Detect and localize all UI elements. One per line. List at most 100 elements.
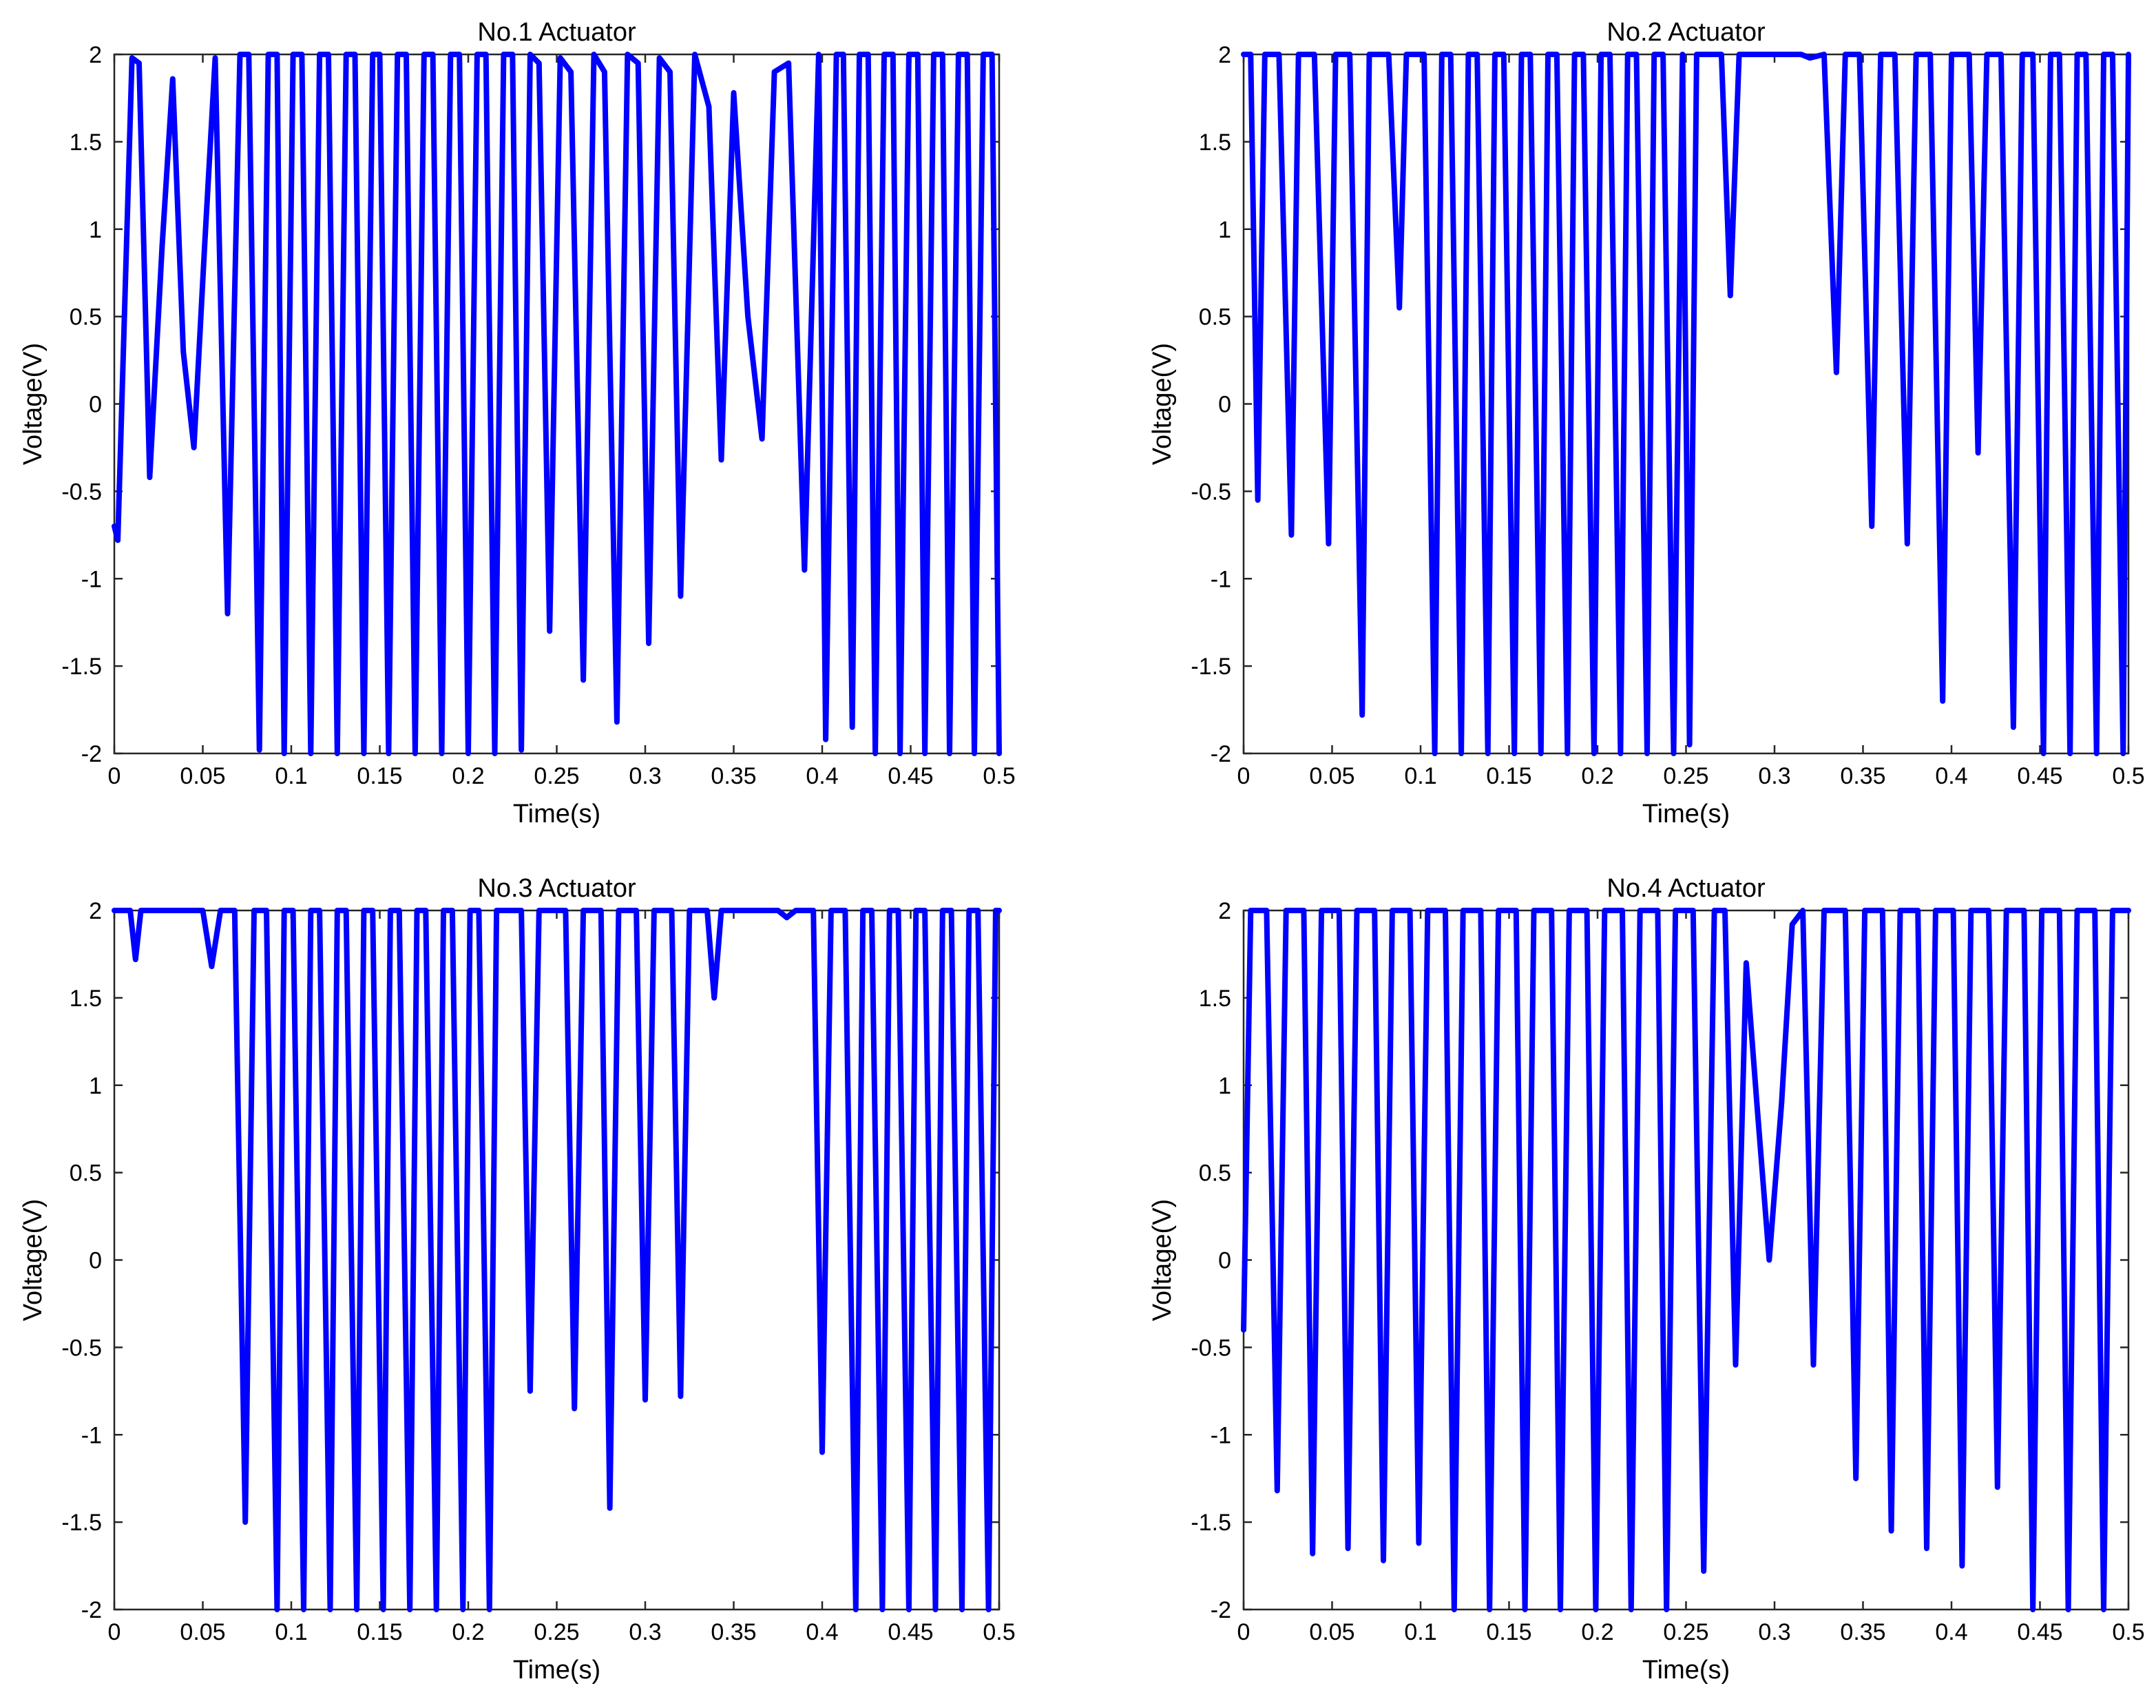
x-tick-label: 0.1 bbox=[275, 763, 307, 789]
x-tick-label: 0.1 bbox=[1404, 763, 1436, 789]
y-tick-label: 0 bbox=[1218, 392, 1231, 418]
x-tick-label: 0 bbox=[108, 763, 121, 789]
x-tick-label: 0.3 bbox=[629, 763, 661, 789]
x-tick-label: 0.3 bbox=[629, 1619, 661, 1645]
x-tick-label: 0.15 bbox=[357, 1619, 402, 1645]
voltage-series-line bbox=[112, 52, 1002, 756]
x-tick-label: 0.45 bbox=[2017, 763, 2062, 789]
x-axis-label: Time(s) bbox=[1642, 800, 1730, 829]
x-tick-label: 0.25 bbox=[1663, 763, 1708, 789]
x-tick-label: 0.05 bbox=[1309, 763, 1354, 789]
x-tick-label: 0.2 bbox=[1581, 763, 1613, 789]
x-tick-label: 0 bbox=[1237, 1619, 1250, 1645]
y-axis-label: Voltage(V) bbox=[1148, 1199, 1177, 1321]
x-tick-label: 0.3 bbox=[1758, 1619, 1790, 1645]
y-tick-label: 0.5 bbox=[1199, 304, 1231, 331]
x-tick-label: 0.15 bbox=[1486, 763, 1531, 789]
y-tick-label: -0.5 bbox=[1191, 479, 1231, 505]
x-tick-label: 0.5 bbox=[983, 1619, 1015, 1645]
y-tick-label: -1 bbox=[1211, 566, 1231, 592]
x-tick-label: 0.35 bbox=[1840, 763, 1885, 789]
x-axis-label: Time(s) bbox=[513, 1656, 600, 1685]
x-tick-label: 0.35 bbox=[711, 763, 756, 789]
y-tick-label: 0 bbox=[1218, 1248, 1231, 1274]
y-tick-label: 2 bbox=[89, 42, 102, 68]
y-tick-label: 1.5 bbox=[1199, 986, 1231, 1012]
y-tick-label: -1 bbox=[81, 1422, 102, 1448]
y-tick-label: 0.5 bbox=[70, 1160, 102, 1187]
subplot-2: 0 0.05 0.1 0.15 0.2 0.25 0.3 0.35 0.4 0.45 0.5 2 1.5… bbox=[1148, 18, 2145, 829]
y-tick-label: -2 bbox=[1211, 741, 1231, 767]
x-tick-label: 0.05 bbox=[1309, 1619, 1354, 1645]
x-tick-label: 0.05 bbox=[180, 1619, 225, 1645]
x-tick-label: 0.2 bbox=[452, 1619, 484, 1645]
y-tick-label: 0.5 bbox=[70, 304, 102, 331]
x-tick-label: 0.1 bbox=[275, 1619, 307, 1645]
voltage-series-line bbox=[1241, 52, 2131, 756]
x-tick-label: 0.5 bbox=[2112, 1619, 2144, 1645]
subplot-4: 0 0.05 0.1 0.15 0.2 0.25 0.3 0.35 0.4 0.45 0.5 2 1.5… bbox=[1148, 874, 2145, 1685]
x-tick-label: 0.4 bbox=[806, 763, 838, 789]
y-axis-label: Voltage(V) bbox=[1148, 343, 1177, 465]
y-tick-label: 1 bbox=[89, 217, 102, 243]
y-tick-label: -1.5 bbox=[1191, 654, 1231, 680]
subplot-1: 0 0.05 0.1 0.15 0.2 0.25 0.3 0.35 0.4 0.45 0.5 2 1.5… bbox=[19, 18, 1016, 829]
y-tick-label: 2 bbox=[1218, 42, 1231, 68]
y-tick-label: 1.5 bbox=[70, 129, 102, 156]
voltage-series-line bbox=[1241, 908, 2131, 1612]
x-tick-label: 0.05 bbox=[180, 763, 225, 789]
x-tick-label: 0.4 bbox=[806, 1619, 838, 1645]
y-tick-label: 1 bbox=[89, 1073, 102, 1099]
x-tick-label: 0.45 bbox=[2017, 1619, 2062, 1645]
x-tick-label: 0.4 bbox=[1935, 1619, 1967, 1645]
y-tick-label: -2 bbox=[81, 1597, 102, 1623]
x-tick-label: 0.4 bbox=[1935, 763, 1967, 789]
x-tick-label: 0.5 bbox=[2112, 763, 2144, 789]
x-tick-label: 0.25 bbox=[1663, 1619, 1708, 1645]
chart-title: No.2 Actuator bbox=[1606, 18, 1766, 47]
x-tick-label: 0.35 bbox=[1840, 1619, 1885, 1645]
x-tick-label: 0.45 bbox=[888, 763, 933, 789]
x-tick-label: 0.25 bbox=[534, 1619, 579, 1645]
y-axis-label: Voltage(V) bbox=[19, 343, 48, 465]
x-tick-label: 0 bbox=[1237, 763, 1250, 789]
y-tick-label: -1 bbox=[1211, 1422, 1231, 1448]
y-tick-label: 2 bbox=[1218, 898, 1231, 924]
x-tick-label: 0.45 bbox=[888, 1619, 933, 1645]
y-tick-label: 1.5 bbox=[1199, 129, 1231, 156]
chart-title: No.4 Actuator bbox=[1606, 874, 1766, 903]
y-tick-label: -1 bbox=[81, 566, 102, 592]
subplot-3: 0 0.05 0.1 0.15 0.2 0.25 0.3 0.35 0.4 0.45 0.5 2 1.5… bbox=[19, 874, 1016, 1685]
y-tick-label: -0.5 bbox=[61, 479, 102, 505]
y-tick-label: -1.5 bbox=[1191, 1510, 1231, 1536]
y-tick-label: 2 bbox=[89, 898, 102, 924]
y-tick-label: -1.5 bbox=[61, 654, 102, 680]
x-tick-label: 0.1 bbox=[1404, 1619, 1436, 1645]
x-tick-label: 0.2 bbox=[452, 763, 484, 789]
y-tick-label: 0.5 bbox=[1199, 1160, 1231, 1187]
y-tick-label: 1.5 bbox=[70, 986, 102, 1012]
y-tick-label: 1 bbox=[1218, 217, 1231, 243]
y-tick-label: 0 bbox=[89, 1248, 102, 1274]
y-tick-label: -0.5 bbox=[61, 1335, 102, 1361]
x-axis-label: Time(s) bbox=[1642, 1656, 1730, 1685]
x-tick-label: 0.3 bbox=[1758, 763, 1790, 789]
chart-title: No.3 Actuator bbox=[477, 874, 636, 903]
x-tick-label: 0.35 bbox=[711, 1619, 756, 1645]
y-axis-label: Voltage(V) bbox=[19, 1199, 48, 1321]
y-tick-label: -0.5 bbox=[1191, 1335, 1231, 1361]
x-tick-label: 0.2 bbox=[1581, 1619, 1613, 1645]
x-tick-label: 0 bbox=[108, 1619, 121, 1645]
y-tick-label: 1 bbox=[1218, 1073, 1231, 1099]
y-tick-label: 0 bbox=[89, 392, 102, 418]
voltage-series-line bbox=[112, 908, 1002, 1612]
y-tick-label: -2 bbox=[1211, 1597, 1231, 1623]
x-tick-label: 0.5 bbox=[983, 763, 1015, 789]
x-axis-label: Time(s) bbox=[513, 800, 600, 829]
y-tick-label: -1.5 bbox=[61, 1510, 102, 1536]
x-tick-label: 0.15 bbox=[1486, 1619, 1531, 1645]
x-tick-label: 0.25 bbox=[534, 763, 579, 789]
x-tick-label: 0.15 bbox=[357, 763, 402, 789]
y-tick-label: -2 bbox=[81, 741, 102, 767]
